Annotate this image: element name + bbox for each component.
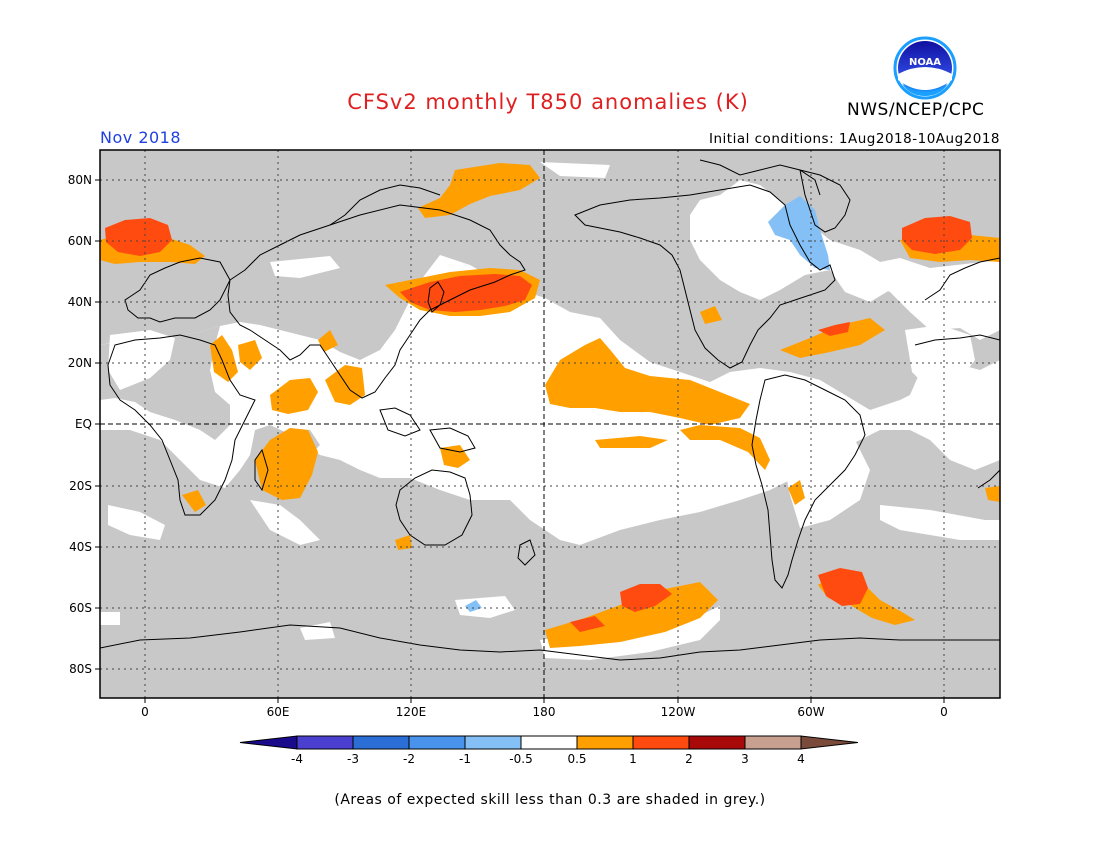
colorbar-swatch <box>520 735 578 750</box>
colorbar-swatch <box>688 735 746 750</box>
lat-label-eq: EQ <box>74 417 92 431</box>
cool-anomaly-areas <box>465 196 830 612</box>
colorbar-swatch <box>744 735 802 750</box>
lat-label-60n: 60N <box>67 234 92 248</box>
colorbar-label: -0.5 <box>509 752 533 766</box>
lon-label-0-west: 0 <box>141 705 149 719</box>
colorbar-label: -3 <box>347 752 359 766</box>
colorbar-swatch <box>632 735 690 750</box>
colorbar-label: 1 <box>629 752 637 766</box>
lat-label-20s: 20S <box>69 479 92 493</box>
colorbar-arrow-low <box>239 735 298 750</box>
lon-label-0-east: 0 <box>940 705 948 719</box>
colorbar-swatch <box>352 735 410 750</box>
skill-note: (Areas of expected skill less than 0.3 a… <box>334 792 766 808</box>
initial-conditions-label: Initial conditions: 1Aug2018-10Aug2018 <box>708 131 1000 147</box>
lon-label-60w: 60W <box>797 705 825 719</box>
agency-label: NWS/NCEP/CPC <box>847 100 985 120</box>
forecast-month: Nov 2018 <box>100 128 182 147</box>
equator-dateline <box>100 150 1000 698</box>
lat-label-80s: 80S <box>69 662 92 676</box>
colorbar-label: 2 <box>685 752 693 766</box>
colorbar-label: 0.5 <box>567 752 587 766</box>
lon-label-180: 180 <box>532 705 556 719</box>
lon-label-120e: 120E <box>395 705 427 719</box>
colorbar-swatch <box>576 735 634 750</box>
axis-ticks <box>95 179 945 703</box>
chart-title: CFSv2 monthly T850 anomalies (K) <box>347 90 749 114</box>
strong-warm-anomaly-areas <box>105 216 972 632</box>
lon-label-120w: 120W <box>660 705 696 719</box>
colorbar-swatch <box>408 735 466 750</box>
colorbar-swatch <box>296 735 354 750</box>
lat-label-40n: 40N <box>67 295 92 309</box>
coastlines <box>100 159 1000 661</box>
lat-label-60s: 60S <box>69 601 92 615</box>
colorbar-label: 4 <box>797 752 805 766</box>
colorbar-label: -1 <box>459 752 471 766</box>
colorbar-label: 3 <box>741 752 749 766</box>
colorbar-label: -4 <box>291 752 303 766</box>
colorbar-arrow-high <box>800 735 859 750</box>
skillful-white-areas <box>100 162 1000 660</box>
lat-label-80n: 80N <box>67 173 92 187</box>
lat-label-20n: 20N <box>67 356 92 370</box>
colorbar-swatch <box>464 735 522 750</box>
grid-lines <box>100 150 1000 698</box>
lat-label-40s: 40S <box>69 540 92 554</box>
colorbar-label: -2 <box>403 752 415 766</box>
lon-label-60e: 60E <box>266 705 290 719</box>
